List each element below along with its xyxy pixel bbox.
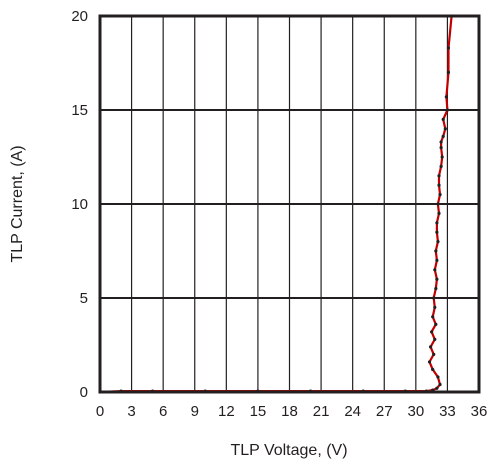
data-point <box>436 375 440 379</box>
data-point <box>446 70 451 74</box>
x-axis-title: TLP Voltage, (V) <box>230 442 347 459</box>
x-tick-label: 27 <box>376 403 393 420</box>
y-tick-label: 5 <box>80 290 88 307</box>
data-point <box>435 258 439 262</box>
data-point <box>431 367 435 372</box>
data-point <box>439 146 443 150</box>
data-point <box>437 211 441 215</box>
data-point <box>438 193 442 197</box>
data-point <box>441 134 445 138</box>
data-point <box>433 268 437 272</box>
data-point <box>432 296 436 300</box>
x-tick-label: 3 <box>127 403 135 420</box>
data-point <box>439 140 443 144</box>
x-tick-label: 6 <box>159 403 167 420</box>
data-point <box>443 127 447 131</box>
data-point <box>437 183 441 187</box>
data-point <box>438 382 442 387</box>
x-tick-label: 36 <box>471 403 488 420</box>
data-point <box>433 305 437 309</box>
y-tick-label: 0 <box>80 384 88 401</box>
data-point <box>427 360 432 364</box>
data-point <box>434 287 438 291</box>
x-tick-label: 33 <box>439 403 456 420</box>
data-point <box>436 240 440 244</box>
data-point <box>445 108 450 112</box>
data-point <box>435 277 439 281</box>
data-point <box>446 46 451 50</box>
y-tick-label: 20 <box>71 8 88 25</box>
data-point <box>435 230 439 234</box>
x-tick-labels: 0 3 6 9 12 15 18 21 24 27 30 33 36 <box>96 403 488 420</box>
data-point <box>432 352 436 356</box>
y-tick-label: 10 <box>71 196 88 213</box>
data-point <box>439 164 443 168</box>
y-tick-labels: 0 5 10 15 20 <box>71 8 88 401</box>
data-point <box>434 322 438 326</box>
data-point <box>434 249 438 253</box>
x-tick-label: 0 <box>96 403 104 420</box>
x-tick-label: 30 <box>407 403 424 420</box>
x-tick-label: 12 <box>218 403 235 420</box>
data-point <box>440 155 444 159</box>
y-axis-title: TLP Current, (A) <box>9 145 26 262</box>
y-tick-label: 15 <box>71 102 88 119</box>
data-point <box>431 315 435 319</box>
x-tick-label: 15 <box>250 403 267 420</box>
data-point <box>436 202 440 206</box>
x-tick-label: 9 <box>191 403 199 420</box>
data-point <box>444 95 448 99</box>
x-tick-label: 18 <box>281 403 298 420</box>
data-point <box>430 330 434 334</box>
data-point <box>435 386 439 390</box>
data-point <box>437 174 441 178</box>
plot-frame <box>98 14 481 394</box>
grid-lines <box>100 16 479 392</box>
data-point <box>435 221 439 225</box>
data-point <box>428 345 433 349</box>
data-point <box>441 117 445 121</box>
x-tick-label: 21 <box>313 403 330 420</box>
data-point <box>433 337 437 341</box>
x-tick-label: 24 <box>344 403 361 420</box>
